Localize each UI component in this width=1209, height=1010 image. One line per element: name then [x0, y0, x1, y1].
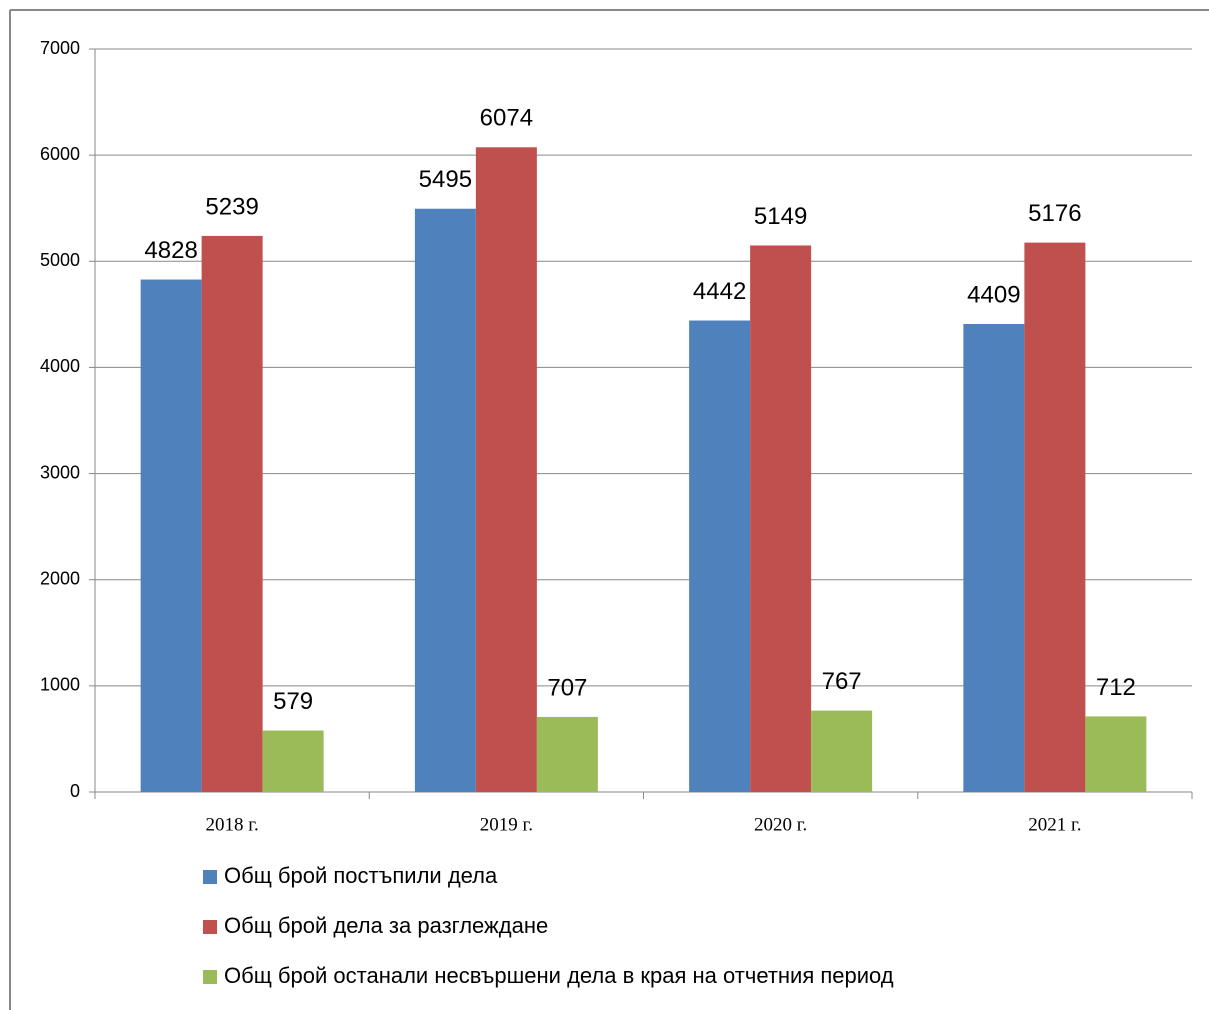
- bar: [414, 208, 476, 792]
- value-label: 5149: [754, 203, 807, 230]
- bar: [963, 324, 1025, 792]
- value-label: 4409: [967, 281, 1020, 308]
- bar: [689, 320, 751, 792]
- y-tick-label: 3000: [40, 462, 80, 482]
- value-label: 4828: [144, 237, 197, 264]
- value-label: 6074: [480, 105, 533, 132]
- bar: [1024, 242, 1086, 793]
- value-label: 712: [1096, 674, 1136, 701]
- value-label: 4442: [693, 278, 746, 305]
- bar: [262, 730, 324, 792]
- x-tick-label: 2020 г.: [754, 814, 807, 835]
- y-tick-label: 6000: [40, 144, 80, 164]
- y-tick-label: 0: [70, 781, 80, 801]
- bar: [475, 147, 537, 793]
- value-label: 5239: [205, 193, 258, 220]
- bar: [201, 235, 263, 792]
- value-label: 579: [273, 688, 313, 715]
- legend-swatch: [203, 920, 217, 934]
- x-tick-label: 2018 г.: [206, 814, 259, 835]
- legend-swatch: [203, 870, 217, 884]
- value-label: 5176: [1028, 200, 1081, 227]
- bar: [140, 279, 202, 792]
- bar: [536, 716, 598, 792]
- x-tick-label: 2021 г.: [1028, 814, 1081, 835]
- value-label: 707: [547, 674, 587, 701]
- y-tick-label: 4000: [40, 356, 80, 376]
- legend-label: Общ брой останали несвършени дела в края…: [224, 963, 894, 988]
- y-tick-label: 1000: [40, 675, 80, 695]
- legend-label: Общ брой постъпили дела: [224, 863, 498, 888]
- bar: [811, 710, 873, 792]
- bar: [1085, 716, 1147, 792]
- y-tick-label: 2000: [40, 568, 80, 588]
- value-label: 767: [822, 668, 862, 695]
- y-tick-label: 5000: [40, 250, 80, 270]
- value-label: 5495: [419, 166, 472, 193]
- y-tick-label: 7000: [40, 38, 80, 58]
- legend-label: Общ брой дела за разглеждане: [224, 913, 548, 938]
- bar: [750, 245, 812, 792]
- legend-swatch: [203, 970, 217, 984]
- x-tick-label: 2019 г.: [480, 814, 533, 835]
